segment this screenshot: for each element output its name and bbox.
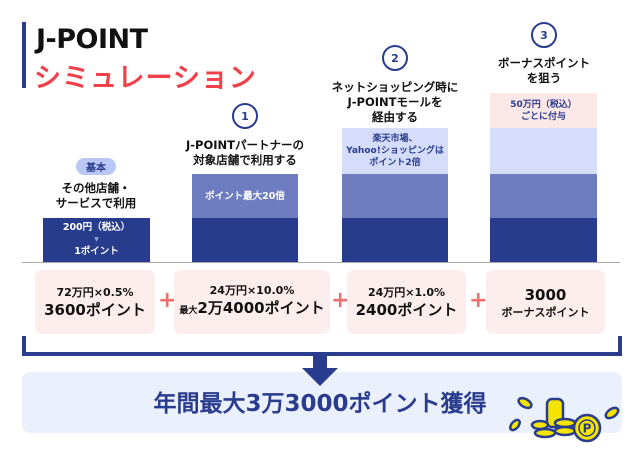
heading-line: ボーナスポイント — [498, 56, 590, 70]
bar-1-base — [192, 218, 298, 262]
bar-text: Yahoo!ショッピングは — [346, 146, 444, 156]
heading-line: 経由する — [372, 110, 418, 124]
bar-text: 50万円（税込） — [510, 99, 577, 110]
calc-result: 最大2万4000ポイント — [179, 298, 324, 321]
heading-line: ネットショッピング時に — [331, 80, 459, 94]
calc-box-2: 24万円×1.0% 2400ポイント — [347, 270, 466, 334]
bar-2-base — [342, 218, 448, 262]
calc-result: 2400ポイント — [355, 300, 458, 319]
coins-icon: P — [509, 396, 620, 443]
bar-text: 楽天市場、 — [372, 134, 418, 144]
down-triangle-icon: ▼ — [94, 236, 99, 243]
calc-formula: 72万円×0.5% — [56, 285, 134, 299]
calc-prefix: 最大 — [179, 306, 198, 316]
baseline — [22, 262, 620, 263]
bar-3-base — [490, 218, 597, 262]
bar-3-bonus: 50万円（税込） ごとに付与 — [490, 93, 597, 128]
total-points: 年間最大3万3000ポイント獲得 — [153, 391, 487, 417]
title-jpoint: J-POINT — [36, 24, 148, 55]
calc-box-1: 24万円×10.0% 最大2万4000ポイント — [174, 270, 330, 334]
step-number-2: 2 — [382, 45, 408, 71]
bar-text: ごとに付与 — [520, 111, 566, 122]
bar-3-light — [490, 128, 597, 174]
bar-1-bonus: ポイント最大20倍 — [192, 174, 298, 218]
bar-basic: 200円（税込） ▼ 1ポイント — [43, 218, 150, 262]
plus-icon: + — [331, 288, 350, 313]
heading-line: を狙う — [526, 71, 562, 85]
bar-2-mid — [342, 174, 448, 218]
heading-line: その他店舗・ — [61, 181, 131, 195]
bar-text: 1ポイント — [74, 246, 119, 257]
step-basic-heading: その他店舗・ サービスで利用 — [16, 181, 176, 211]
title-accent-bar — [22, 22, 26, 88]
calc-box-3: 3000 ボーナスポイント — [486, 270, 605, 334]
plus-icon: + — [469, 288, 488, 313]
calc-formula: 24万円×10.0% — [209, 284, 295, 297]
bar-2-bonus: 楽天市場、 Yahoo!ショッピングは ポイント2倍 — [342, 128, 448, 174]
bar-3-mid — [490, 174, 597, 218]
calc-formula: 24万円×1.0% — [367, 285, 446, 299]
title-simulation: シミュレーション — [34, 63, 257, 94]
step-1-heading: J-POINTパートナーの 対象店舗で利用する — [165, 138, 325, 168]
svg-text:P: P — [583, 422, 592, 436]
basic-badge: 基本 — [76, 158, 116, 175]
calc-result-value: 2万4000ポイント — [197, 299, 325, 317]
plus-icon: + — [158, 288, 177, 313]
bar-text: ポイント2倍 — [369, 158, 421, 168]
heading-line: J-POINTモールを — [347, 95, 443, 109]
step-number-3: 3 — [531, 22, 557, 48]
heading-line: サービスで利用 — [55, 196, 137, 210]
step-2-heading: ネットショッピング時に J-POINTモールを 経由する — [315, 80, 475, 125]
step-number-1: 1 — [232, 103, 258, 129]
down-arrow-icon — [302, 352, 338, 386]
calc-formula: 3000 — [524, 285, 567, 304]
calc-result: 3600ポイント — [44, 300, 146, 319]
bar-text: 200円（税込） — [62, 222, 131, 233]
heading-line: J-POINTパートナーの — [185, 138, 304, 152]
calc-result: ボーナスポイント — [501, 305, 590, 319]
step-3-heading: ボーナスポイント を狙う — [464, 56, 624, 86]
heading-line: 対象店舗で利用する — [193, 153, 297, 167]
calc-box-basic: 72万円×0.5% 3600ポイント — [35, 270, 155, 334]
